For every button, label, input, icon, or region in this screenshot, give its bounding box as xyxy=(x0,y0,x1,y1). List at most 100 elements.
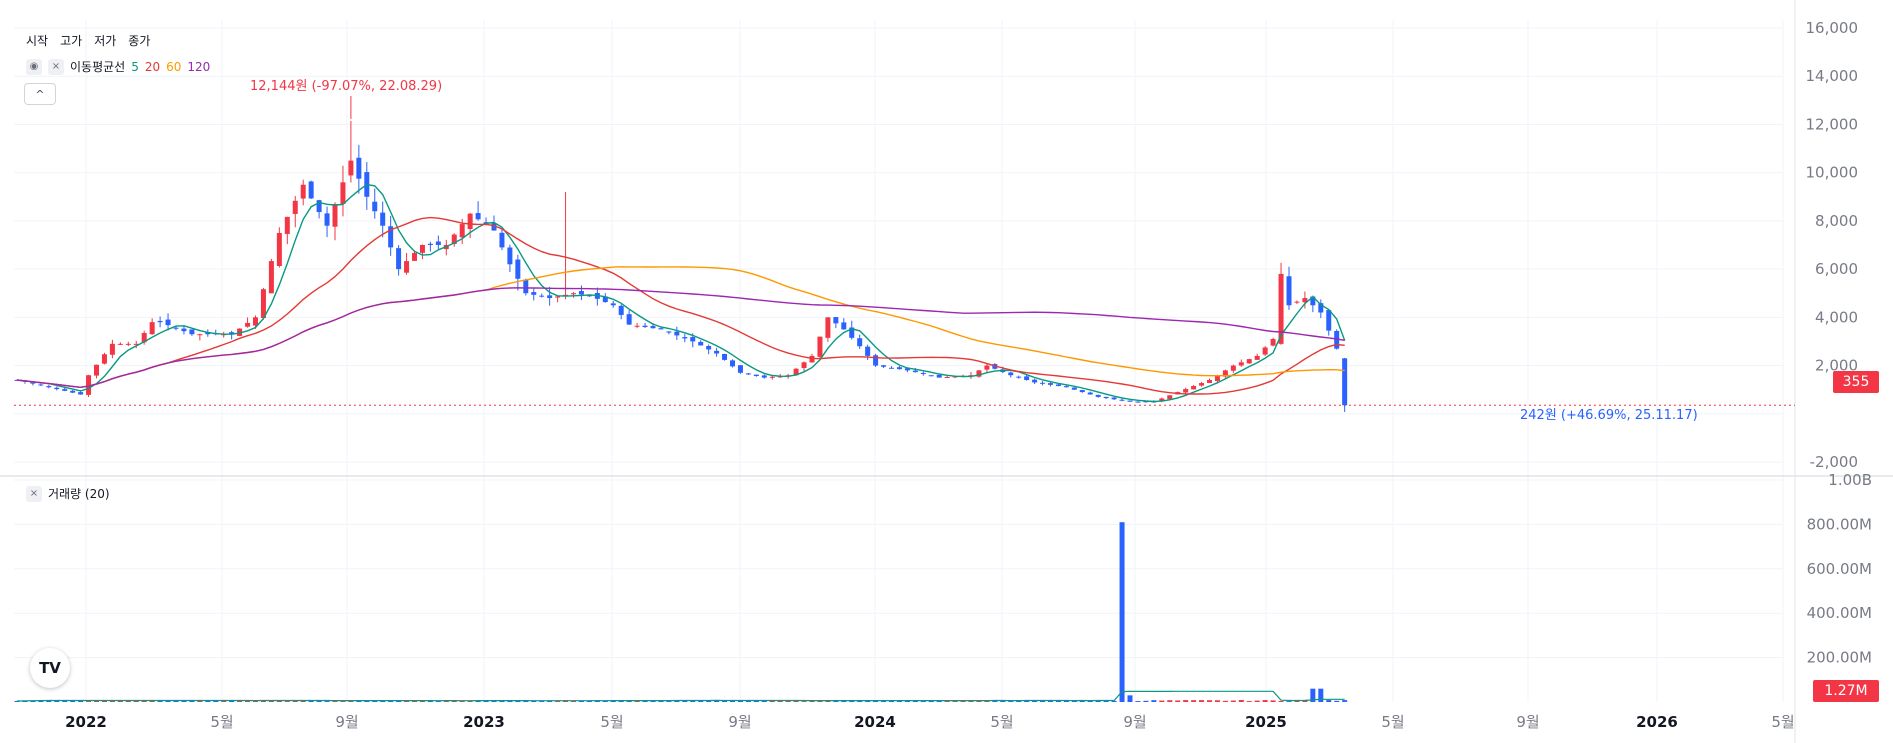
volume-bar xyxy=(141,700,147,702)
volume-bar xyxy=(491,700,497,702)
volume-bar xyxy=(404,700,410,702)
candle-body xyxy=(332,204,338,227)
volume-bar xyxy=(920,701,926,702)
candle-body xyxy=(1167,395,1173,400)
volume-bar xyxy=(1087,700,1093,702)
candle-body xyxy=(523,279,529,294)
candle-body xyxy=(237,328,243,336)
candle-body xyxy=(586,295,592,297)
candle-body xyxy=(682,337,688,339)
volume-bar xyxy=(777,700,783,702)
candle-body xyxy=(1111,397,1117,400)
x-tick-label: 9월 xyxy=(728,713,751,731)
candle-body xyxy=(1214,375,1220,381)
collapse-legend-button[interactable]: ^ xyxy=(24,83,56,105)
candle-body xyxy=(761,375,767,378)
close-icon[interactable]: × xyxy=(26,485,42,502)
volume-bar xyxy=(714,700,720,702)
candle-body xyxy=(515,259,521,279)
volume-bar xyxy=(666,701,672,702)
candle-body xyxy=(976,370,982,377)
ma120-label: 120 xyxy=(187,59,211,74)
candle-body xyxy=(109,343,115,355)
ma20-label: 20 xyxy=(144,59,161,74)
candle-body xyxy=(690,337,696,342)
candle-body xyxy=(356,157,362,179)
candle-body xyxy=(936,374,942,378)
ma-legend-title: 이동평균선 xyxy=(70,60,126,74)
candle-body xyxy=(634,325,640,327)
volume-bar xyxy=(435,701,441,702)
volume-bar xyxy=(944,700,950,702)
volume-bar xyxy=(197,700,203,702)
volume-bar xyxy=(70,700,76,702)
volume-tick-label: 600.00M xyxy=(1807,560,1872,578)
candle-body xyxy=(181,328,187,332)
candle-body xyxy=(801,362,807,369)
candle-body xyxy=(475,213,481,220)
close-icon[interactable]: × xyxy=(48,58,64,75)
candle-body xyxy=(165,319,171,326)
volume-bar xyxy=(555,700,561,702)
volume-bar xyxy=(308,700,314,702)
price-tick-label: -2,000 xyxy=(1810,453,1858,471)
high-annotation: 12,144원 (-97.07%, 22.08.29) xyxy=(250,79,443,94)
volume-bar xyxy=(324,701,330,702)
volume-bar xyxy=(245,700,251,702)
candle-body xyxy=(1270,339,1276,346)
price-tick-label: 2,000 xyxy=(1815,357,1858,375)
candle-body xyxy=(578,291,584,295)
volume-bar xyxy=(340,701,346,702)
candle-body xyxy=(125,343,131,345)
volume-bar xyxy=(213,700,219,702)
candle-body xyxy=(1334,330,1340,349)
volume-bar xyxy=(181,700,187,702)
candle-body xyxy=(459,224,465,238)
candle-body xyxy=(809,355,815,363)
volume-bar xyxy=(507,700,513,702)
tradingview-logo[interactable]: TV xyxy=(30,648,70,688)
volume-bar xyxy=(928,700,934,702)
volume-bar xyxy=(268,700,274,702)
candle-body xyxy=(531,292,537,295)
candle-body xyxy=(896,367,902,370)
volume-bar xyxy=(1214,700,1220,702)
candle-body xyxy=(833,317,839,324)
candle-body xyxy=(268,261,274,294)
candle-body xyxy=(1318,303,1324,313)
candle-body xyxy=(94,364,99,376)
candle-body xyxy=(1262,347,1268,355)
volume-bar xyxy=(1254,700,1260,702)
volume-bar xyxy=(817,700,823,702)
volume-bar xyxy=(722,700,728,702)
volume-bar xyxy=(690,700,696,702)
candle-body xyxy=(1040,382,1046,384)
volume-tick-label: 400.00M xyxy=(1807,604,1872,622)
candle-body xyxy=(912,370,918,373)
volume-bar xyxy=(86,700,92,702)
ma60-label: 60 xyxy=(166,59,182,74)
volume-bar xyxy=(1016,700,1022,702)
volume-bar xyxy=(54,700,60,702)
candle-body xyxy=(467,213,473,230)
volume-bar xyxy=(936,700,942,702)
volume-bar xyxy=(1103,700,1109,702)
volume-bar xyxy=(1310,688,1316,702)
volume-bar xyxy=(976,700,982,702)
volume-bar xyxy=(316,700,322,702)
candle-body xyxy=(539,295,545,297)
candle-body xyxy=(1254,355,1260,360)
volume-bar xyxy=(769,700,775,702)
volume-bar xyxy=(889,701,894,702)
x-tick-label: 2025 xyxy=(1245,713,1287,731)
volume-bar xyxy=(761,700,767,702)
candle-body xyxy=(30,382,36,384)
eye-icon[interactable]: ◉ xyxy=(26,58,42,75)
candle-body xyxy=(1246,359,1252,364)
candle-body xyxy=(857,338,863,347)
current-volume-badge: 1.27M xyxy=(1813,680,1879,702)
low-annotation: 242원 (+46.69%, 25.11.17) xyxy=(1520,408,1698,423)
volume-bar xyxy=(1071,700,1077,702)
price-tick-label: 8,000 xyxy=(1815,212,1858,230)
